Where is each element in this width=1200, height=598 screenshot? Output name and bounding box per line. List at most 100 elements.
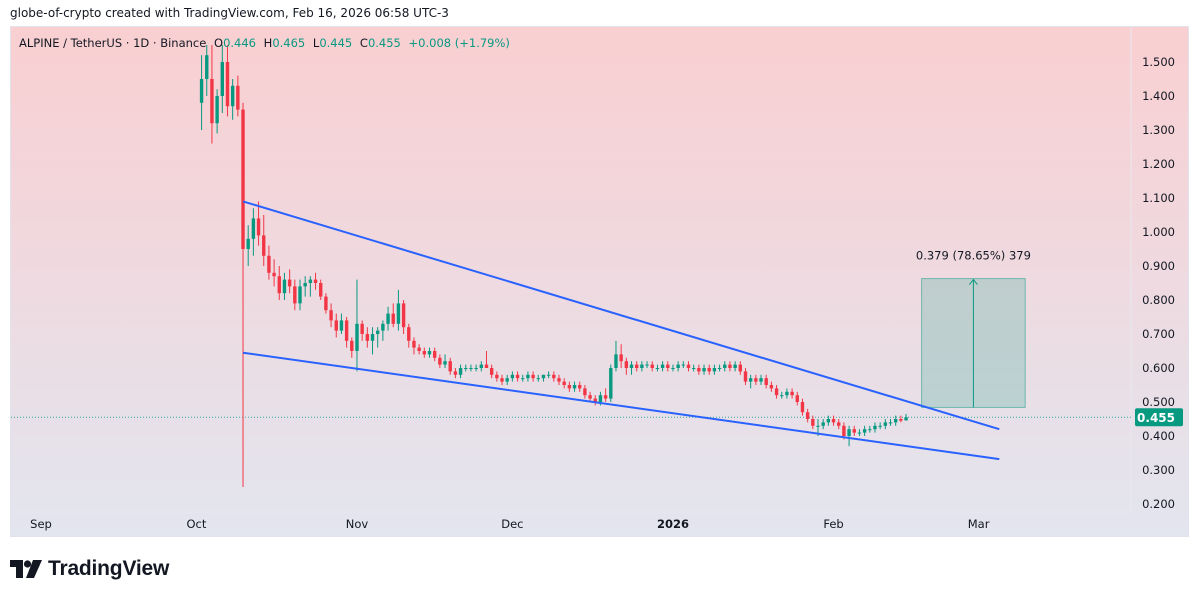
candle-body [313,279,318,283]
candle-body [469,368,473,369]
candle-body [655,368,660,369]
candle-body [510,374,515,379]
candle-body [246,238,250,249]
price-chart[interactable]: 1.500 1.400 1.300 1.200 1.100 1.000 0.900 0.800… [11,27,1188,536]
candle-body [464,368,468,369]
tradingview-brand[interactable]: TradingView [10,556,169,582]
candle-body [691,368,696,369]
candle-body [894,419,898,423]
price-tick-label: 1.400 [1142,89,1175,103]
wedge-trendlines[interactable] [242,200,1000,461]
candle-body [645,364,649,366]
candle-body [598,395,603,402]
candle-body [629,364,634,368]
symbol-legend: ALPINE / TetherUS · 1D · Binance O0.446 … [19,36,510,50]
low-value: 0.445 [319,36,353,50]
price-tick-label: 1.000 [1142,225,1175,239]
close-value: 0.455 [367,36,401,50]
candle-body [412,340,416,348]
candle-body [609,368,613,399]
candle-body [821,422,825,426]
measure-tool[interactable] [921,278,1026,408]
candle-body [324,296,328,311]
low-label: L [312,36,320,50]
candle-body [826,419,831,423]
candle-body [790,391,794,396]
candle-body [521,378,525,380]
candle-body [453,371,458,375]
candle-body [344,320,349,341]
candle-body [287,279,292,287]
candle-body [671,368,675,369]
candle-body [391,313,395,324]
candle-body [728,364,732,368]
candle-body [236,85,240,110]
candle-body [697,368,701,372]
candle-body [484,364,489,368]
candle-body [754,378,758,382]
candle-body [603,395,608,399]
candle-body [422,351,427,355]
candle-body [774,388,779,396]
candle-body [811,419,815,426]
chart-pane[interactable]: 1.500 1.400 1.300 1.200 1.100 1.000 0.900 0.800… [10,26,1189,537]
candle-body [256,218,261,236]
candle-body [536,378,540,380]
candle-body [572,385,577,389]
time-tick-label: 2026 [657,517,689,531]
candle-body [899,419,903,421]
candle-body [857,432,862,434]
tradingview-wordmark: TradingView [48,557,170,580]
candle-body [505,378,509,382]
candle-body [578,385,582,389]
candle-body [262,235,266,256]
candle-body [210,79,214,124]
candle-body [474,368,478,369]
candle-body [733,364,737,368]
candle-body [583,388,587,396]
price-tick-label: 1.300 [1142,123,1175,137]
candle-body [780,395,784,397]
candle-body [878,425,882,427]
candle-body [614,354,618,368]
candle-body [588,395,592,399]
candle-body [495,374,499,379]
last-price-tag-label: 0.455 [1137,411,1175,425]
last-price-tag-box [1135,408,1183,427]
candle-body [448,361,452,372]
candle-body [319,283,323,297]
candle-body [769,385,774,389]
candle-body [847,429,851,436]
symbol-title[interactable]: ALPINE / TetherUS · 1D · Binance [19,36,207,50]
candle-body [225,62,230,107]
trendline-upper [242,200,1000,431]
price-axis[interactable]: 1.500 1.400 1.300 1.200 1.100 1.000 0.900 0.800… [1142,55,1175,511]
candle-body [712,368,717,372]
candle-body [443,361,447,365]
price-tick-label: 0.200 [1142,497,1175,511]
candle-body [272,272,276,277]
candle-body [707,368,711,372]
candle-body [205,55,209,79]
candle-body [365,334,370,341]
candle-body [432,351,437,358]
candle-body [329,310,333,321]
candle-body [557,378,561,382]
candle-body [805,412,810,419]
chart-caption: globe-of-crypto created with TradingView… [10,6,449,20]
candle-body [199,79,204,103]
tradingview-logo-icon [10,560,42,578]
candle-body [562,381,566,385]
candle-body [640,364,644,368]
candle-body [355,323,359,351]
measure-arrow-head [969,278,978,285]
candle-body [619,354,623,362]
candle-body [277,276,281,294]
candle-body [831,419,836,423]
candle-body [868,429,872,431]
candle-body [888,422,893,424]
time-axis[interactable]: Sep Oct Nov Dec 2026 Feb Mar [30,517,990,531]
open-label: O [214,36,224,50]
candle-body [635,364,639,368]
candle-body [759,378,763,382]
